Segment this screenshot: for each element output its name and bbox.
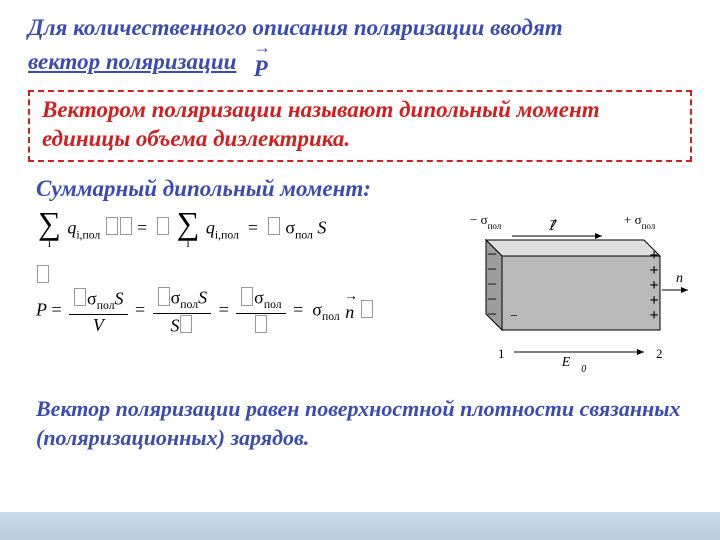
content-row: ∑i qi,пол = ∑i qi,пол = σпол S P = σполS <box>36 210 692 377</box>
equation-P: P = σполS V = σполS S = σпол = σпол <box>36 265 424 337</box>
footer-band <box>0 512 720 540</box>
slide: Для количественного описания поляризации… <box>0 0 720 540</box>
svg-text:−: − <box>510 309 518 324</box>
svg-text:n⃗: n⃗ <box>676 271 692 286</box>
intro-block: Для количественного описания поляризации… <box>28 12 692 84</box>
definition-text: Вектором поляризации называют дипольный … <box>42 96 678 154</box>
conclusion-text: Вектор поляризации равен поверхностной п… <box>36 395 692 452</box>
intro-line1: Для количественного описания поляризации… <box>28 15 563 40</box>
svg-text:E⃗0: E⃗0 <box>561 355 586 372</box>
svg-text:+: + <box>649 307 658 324</box>
svg-text:2: 2 <box>656 346 663 361</box>
p-vector-symbol: P <box>254 43 268 84</box>
svg-text:ℓ⃗: ℓ⃗ <box>548 219 557 234</box>
svg-text:− σпол: − σпол <box>470 212 502 231</box>
equations-block: ∑i qi,пол = ∑i qi,пол = σпол S P = σполS <box>36 210 424 337</box>
svg-text:1: 1 <box>498 346 505 361</box>
subheading: Суммарный дипольный момент: <box>36 176 692 202</box>
equation-sum: ∑i qi,пол = ∑i qi,пол = σпол S <box>36 210 424 249</box>
slab-diagram: − σпол + σпол ℓ⃗ <box>444 210 692 377</box>
svg-text:+ σпол: + σпол <box>624 212 656 231</box>
polarization-vector-term: вектор поляризации <box>28 49 236 74</box>
svg-text:−: − <box>487 304 497 324</box>
definition-box: Вектором поляризации называют дипольный … <box>28 90 692 162</box>
